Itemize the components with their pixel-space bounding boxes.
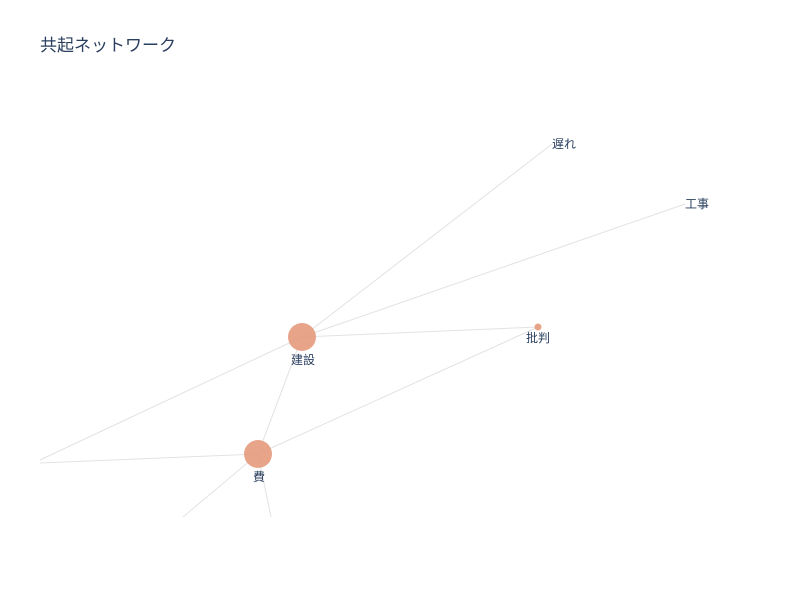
node-label-遅れ: 遅れ: [552, 137, 576, 151]
node-label-批判: 批判: [526, 330, 550, 345]
edge-offscreen-3: [182, 453, 259, 518]
node-label-工事: 工事: [685, 197, 709, 211]
edge-費-批判: [257, 326, 539, 455]
edge-建設-批判: [301, 326, 539, 338]
edge-建設-費: [257, 336, 303, 455]
edge-offscreen-2: [39, 453, 259, 464]
node-批判[interactable]: [534, 323, 542, 331]
node-label-建設: 建設: [291, 352, 315, 367]
node-費[interactable]: [244, 440, 272, 468]
node-建設[interactable]: [288, 323, 316, 351]
chart-title: 共起ネットワーク: [40, 36, 176, 56]
edge-offscreen-1: [39, 336, 303, 461]
edge-建設-遅れ: [301, 143, 553, 338]
node-label-費: 費: [253, 469, 265, 484]
edge-建設-工事: [301, 203, 686, 338]
